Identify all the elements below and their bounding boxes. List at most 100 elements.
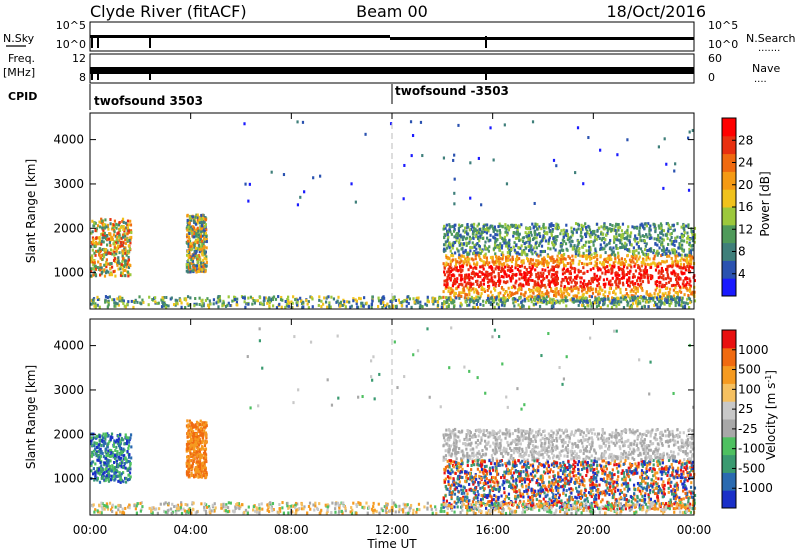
- data-cell: [587, 288, 590, 292]
- data-cell: [607, 227, 610, 231]
- data-cell: [497, 271, 500, 275]
- data-cell: [542, 249, 545, 253]
- data-cell: [192, 453, 195, 457]
- data-cell: [514, 263, 517, 267]
- data-cell: [533, 229, 536, 233]
- data-cell: [448, 246, 451, 250]
- data-cell: [648, 296, 651, 300]
- data-cell: [114, 252, 117, 256]
- data-cell: [658, 246, 661, 250]
- data-cell: [665, 233, 668, 237]
- data-cell: [486, 276, 489, 280]
- data-cell: [205, 255, 208, 259]
- data-cell: [684, 268, 688, 272]
- data-cell: [470, 295, 473, 299]
- data-cell: [637, 241, 640, 245]
- data-cell: [678, 242, 681, 246]
- data-cell: [127, 258, 131, 262]
- data-cell: [92, 436, 96, 440]
- data-cell: [523, 294, 526, 298]
- data-cell: [196, 436, 199, 440]
- data-cell: [106, 249, 109, 253]
- data-cell: [586, 300, 589, 304]
- data-cell: [122, 220, 125, 224]
- data-cell: [497, 257, 500, 261]
- data-cell: [447, 289, 450, 293]
- data-cell: [569, 269, 572, 273]
- data-cell: [509, 269, 512, 273]
- data-cell: [389, 122, 393, 126]
- data-cell: [520, 276, 524, 280]
- data-cell: [650, 262, 653, 266]
- data-cell: [199, 441, 202, 445]
- data-cell: [684, 277, 688, 281]
- data-cell: [101, 253, 104, 257]
- data-cell: [520, 283, 523, 287]
- data-cell: [118, 479, 121, 483]
- data-cell: [465, 282, 468, 286]
- data-cell: [547, 246, 550, 250]
- data-cell: [186, 233, 189, 237]
- data-cell: [94, 272, 97, 276]
- data-cell: [550, 231, 553, 235]
- data-cell: [452, 299, 455, 303]
- data-cell: [187, 254, 190, 258]
- data-cell: [656, 243, 659, 247]
- data-cell: [575, 228, 578, 232]
- data-cell: [377, 299, 381, 303]
- data-cell: [508, 238, 511, 242]
- data-cell: [570, 259, 573, 263]
- data-cell: [626, 266, 629, 270]
- data-cell: [685, 256, 688, 260]
- data-cell: [648, 227, 651, 231]
- data-cell: [554, 287, 557, 291]
- data-cell: [201, 253, 204, 257]
- data-cell: [599, 254, 602, 258]
- nsearch-tick-top: 10^5: [708, 19, 738, 32]
- data-cell: [658, 261, 661, 265]
- data-cell: [597, 235, 600, 239]
- data-cell: [117, 444, 121, 448]
- data-cell: [632, 282, 635, 286]
- data-cell: [523, 278, 526, 282]
- data-cell: [204, 473, 207, 477]
- data-cell: [197, 436, 200, 440]
- data-cell: [411, 134, 415, 138]
- data-cell: [672, 250, 675, 254]
- data-cell: [92, 263, 95, 267]
- data-cell: [680, 225, 683, 229]
- data-cell: [545, 275, 549, 279]
- data-cell: [196, 454, 199, 458]
- data-cell: [360, 301, 363, 305]
- data-cell: [515, 291, 518, 295]
- data-cell: [397, 298, 400, 302]
- data-cell: [492, 158, 495, 162]
- data-cell: [572, 294, 575, 298]
- data-cell: [550, 275, 553, 279]
- data-cell: [659, 262, 662, 266]
- data-cell: [296, 120, 299, 124]
- data-cell: [187, 256, 191, 260]
- data-cell: [530, 267, 533, 271]
- data-cell: [592, 301, 595, 305]
- data-cell: [540, 279, 543, 283]
- data-cell: [455, 268, 458, 272]
- data-cell: [468, 297, 471, 301]
- data-cell: [321, 302, 325, 306]
- data-cell: [688, 270, 691, 274]
- data-cell: [585, 290, 588, 294]
- data-cell: [108, 459, 111, 463]
- data-cell: [562, 232, 565, 236]
- data-cell: [91, 254, 94, 258]
- data-cell: [106, 458, 109, 462]
- data-cell: [554, 275, 557, 279]
- data-cell: [94, 475, 97, 479]
- data-cell: [531, 295, 534, 299]
- data-cell: [611, 267, 614, 271]
- data-cell: [100, 221, 103, 225]
- data-cell: [107, 470, 110, 474]
- data-cell: [97, 443, 101, 447]
- data-cell: [493, 287, 496, 291]
- data-cell: [514, 266, 517, 270]
- data-cell: [593, 239, 596, 243]
